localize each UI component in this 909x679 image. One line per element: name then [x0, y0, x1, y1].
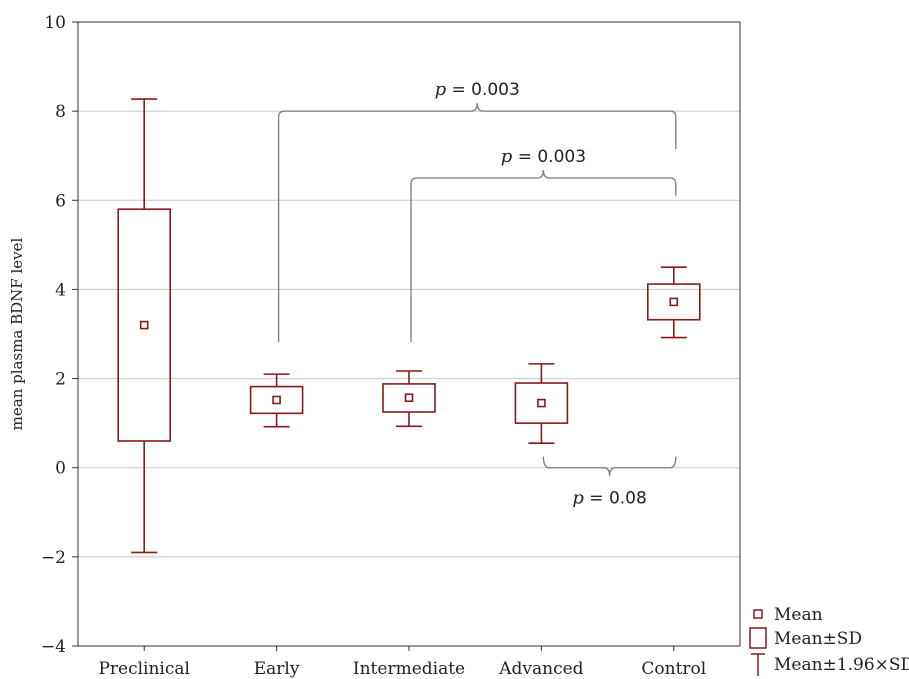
p-value: = 0.003 [512, 147, 586, 167]
significance-bracket [277, 103, 677, 343]
significance-bracket [410, 169, 677, 343]
p-value: = 0.003 [446, 80, 520, 100]
plot-frame [77, 21, 741, 647]
legend-entry-mean: Mean [753, 605, 823, 625]
y-tick-label: 6 [55, 191, 66, 211]
legend-label: Mean±1.96×SD [774, 655, 909, 675]
box-group-early [249, 373, 304, 428]
p-symbol: p [572, 488, 584, 509]
box-series [117, 98, 701, 554]
p-symbol: p [501, 146, 513, 167]
mean-marker [537, 398, 546, 408]
x-tick-label: Early [254, 659, 300, 679]
box-group-advanced [514, 363, 569, 445]
box-group-intermediate [382, 370, 436, 428]
y-axis-label: mean plasma BDNF level [8, 237, 26, 430]
legend-mean-icon [753, 609, 763, 619]
mean-marker [139, 320, 149, 330]
sd-box [646, 283, 701, 321]
legend-sd-icon [749, 627, 767, 649]
mean-marker [272, 395, 281, 405]
y-tick-label: −4 [41, 637, 66, 657]
x-tick-label: Advanced [498, 659, 583, 679]
y-tick-label: 4 [55, 280, 66, 300]
legend-label: Mean [774, 605, 823, 625]
legend: Mean Mean±SD Mean±1.96×SD [749, 605, 909, 676]
significance-bracket [542, 456, 677, 476]
y-tick-label: 8 [55, 102, 66, 122]
x-axis-ticks: Preclinical Early Intermediate Advanced Cont… [98, 646, 706, 679]
y-tick-label: 0 [55, 459, 66, 479]
p-value: = 0.08 [584, 489, 647, 509]
sd-box [514, 382, 569, 424]
legend-entry-ci: Mean±1.96×SD [751, 653, 909, 676]
mean-marker [404, 393, 414, 403]
y-tick-label: −2 [41, 548, 66, 568]
x-tick-label: Control [641, 659, 706, 679]
y-tick-label: 2 [55, 370, 66, 390]
p-value-label: p = 0.003 [501, 146, 586, 167]
p-value-label: p = 0.003 [435, 79, 520, 100]
mean-marker [669, 297, 679, 307]
y-tick-label: 10 [44, 13, 66, 33]
box-group-control [646, 266, 701, 339]
x-tick-label: Preclinical [98, 659, 190, 679]
y-axis-ticks: −4 −2 0 2 4 6 8 10 [41, 13, 78, 657]
x-tick-label: Intermediate [353, 659, 465, 679]
sd-box [382, 383, 436, 413]
p-value-label: p = 0.08 [572, 488, 646, 509]
box-group-preclinical [117, 98, 171, 554]
p-symbol: p [435, 79, 447, 100]
legend-entry-sd: Mean±SD [749, 627, 862, 649]
legend-label: Mean±SD [774, 629, 862, 649]
sd-box [117, 208, 171, 442]
sd-box [249, 385, 304, 415]
